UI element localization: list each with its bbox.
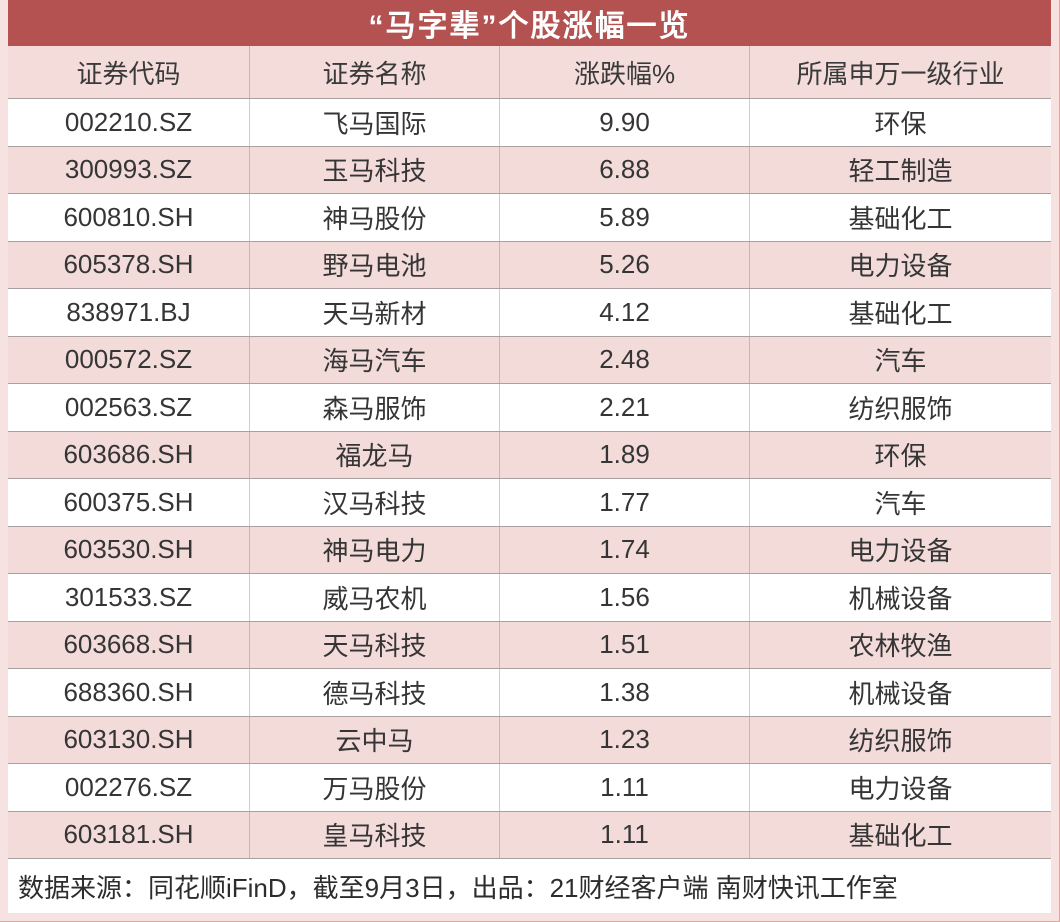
industry-cell: 环保 xyxy=(874,441,927,472)
industry-cell: 电力设备 xyxy=(848,773,953,804)
table-row: 603530.SH 神马电力 1.74 电力设备 xyxy=(8,525,1051,573)
stock-name-cell: 海马汽车 xyxy=(250,336,500,383)
change-pct-cell: 6.88 xyxy=(500,146,750,193)
stock-table: 证券代码 证券名称 涨跌幅% 所属申万一级行业 002210.SZ 飞马国际 9.9… xyxy=(8,46,1051,913)
column-header-industry: 所属申万一级行业 xyxy=(796,58,1005,89)
stock-name-cell: 威马农机 xyxy=(250,574,500,621)
stock-name-cell: 汉马科技 xyxy=(250,479,500,526)
stock-name-cell: 德马科技 xyxy=(250,669,500,716)
table-row: 002563.SZ 森马服饰 2.21 纺织服饰 xyxy=(8,383,1051,431)
change-pct-cell: 5.26 xyxy=(500,241,750,288)
table-row: 603686.SH 福龙马 1.89 环保 xyxy=(8,430,1051,478)
stock-code-cell: 603686.SH xyxy=(8,431,250,478)
stock-code-cell: 002210.SZ xyxy=(8,99,250,146)
stock-code-cell: 688360.SH xyxy=(8,669,250,716)
stock-name-cell: 森马服饰 xyxy=(250,384,500,431)
stock-name-cell: 天马科技 xyxy=(250,621,500,668)
industry-cell: 轻工制造 xyxy=(848,156,953,187)
change-pct-cell: 4.12 xyxy=(500,289,750,336)
table-row: 300993.SZ 玉马科技 6.88 轻工制造 xyxy=(8,145,1051,193)
stock-code-cell: 603130.SH xyxy=(8,716,250,763)
stock-code-cell: 002563.SZ xyxy=(8,384,250,431)
stock-code-cell: 603668.SH xyxy=(8,621,250,668)
stock-code-cell: 600375.SH xyxy=(8,479,250,526)
page-title: “马字辈”个股涨幅一览 xyxy=(8,0,1051,46)
industry-cell: 电力设备 xyxy=(848,251,953,282)
change-pct-cell: 2.48 xyxy=(500,336,750,383)
stock-name-cell: 野马电池 xyxy=(250,241,500,288)
column-header-code: 证券代码 xyxy=(8,46,250,98)
change-pct-cell: 1.74 xyxy=(500,526,750,573)
change-pct-cell: 1.23 xyxy=(500,716,750,763)
industry-cell: 纺织服饰 xyxy=(848,726,953,757)
stock-name-cell: 福龙马 xyxy=(250,431,500,478)
change-pct-cell: 1.89 xyxy=(500,431,750,478)
industry-cell: 汽车 xyxy=(874,488,927,519)
table-row: 000572.SZ 海马汽车 2.48 汽车 xyxy=(8,335,1051,383)
column-header-name: 证券名称 xyxy=(250,46,500,98)
stock-code-cell: 603530.SH xyxy=(8,526,250,573)
data-source-note: 数据来源：同花顺iFinD，截至9月3日，出品：21财经客户端 南财快讯工作室 xyxy=(8,858,1051,913)
table-row: 603130.SH 云中马 1.23 纺织服饰 xyxy=(8,715,1051,763)
table-row: 600810.SH 神马股份 5.89 基础化工 xyxy=(8,193,1051,241)
table-row: 688360.SH 德马科技 1.38 机械设备 xyxy=(8,668,1051,716)
change-pct-cell: 1.56 xyxy=(500,574,750,621)
table-header-row: 证券代码 证券名称 涨跌幅% 所属申万一级行业 xyxy=(8,46,1051,98)
stock-name-cell: 神马电力 xyxy=(250,526,500,573)
industry-cell: 机械设备 xyxy=(848,583,953,614)
table-row: 301533.SZ 威马农机 1.56 机械设备 xyxy=(8,573,1051,621)
table-row: 603668.SH 天马科技 1.51 农林牧渔 xyxy=(8,620,1051,668)
stock-code-cell: 000572.SZ xyxy=(8,336,250,383)
stock-name-cell: 神马股份 xyxy=(250,194,500,241)
table-row: 600375.SH 汉马科技 1.77 汽车 xyxy=(8,478,1051,526)
change-pct-cell: 1.77 xyxy=(500,479,750,526)
change-pct-cell: 2.21 xyxy=(500,384,750,431)
table-row: 603181.SH 皇马科技 1.11 基础化工 xyxy=(8,810,1051,858)
table-row: 002276.SZ 万马股份 1.11 电力设备 xyxy=(8,763,1051,811)
stock-code-cell: 600810.SH xyxy=(8,194,250,241)
stock-name-cell: 飞马国际 xyxy=(250,99,500,146)
table-row: 002210.SZ 飞马国际 9.90 环保 xyxy=(8,98,1051,146)
stock-code-cell: 301533.SZ xyxy=(8,574,250,621)
table-row: 605378.SH 野马电池 5.26 电力设备 xyxy=(8,240,1051,288)
change-pct-cell: 1.11 xyxy=(500,764,750,811)
stock-code-cell: 605378.SH xyxy=(8,241,250,288)
table-body: 002210.SZ 飞马国际 9.90 环保 300993.SZ 玉马科技 6.88 轻工制造… xyxy=(8,98,1051,858)
table-row: 838971.BJ 天马新材 4.12 基础化工 xyxy=(8,288,1051,336)
stock-name-cell: 云中马 xyxy=(250,716,500,763)
industry-cell: 农林牧渔 xyxy=(848,631,953,662)
industry-cell: 基础化工 xyxy=(848,821,953,852)
change-pct-cell: 1.11 xyxy=(500,811,750,858)
change-pct-cell: 1.51 xyxy=(500,621,750,668)
stock-code-cell: 603181.SH xyxy=(8,811,250,858)
stock-name-cell: 万马股份 xyxy=(250,764,500,811)
stock-code-cell: 838971.BJ xyxy=(8,289,250,336)
stock-name-cell: 天马新材 xyxy=(250,289,500,336)
change-pct-cell: 9.90 xyxy=(500,99,750,146)
industry-cell: 电力设备 xyxy=(848,536,953,567)
industry-cell: 机械设备 xyxy=(848,678,953,709)
industry-cell: 基础化工 xyxy=(848,203,953,234)
stock-code-cell: 002276.SZ xyxy=(8,764,250,811)
stock-name-cell: 玉马科技 xyxy=(250,146,500,193)
change-pct-cell: 5.89 xyxy=(500,194,750,241)
change-pct-cell: 1.38 xyxy=(500,669,750,716)
stock-code-cell: 300993.SZ xyxy=(8,146,250,193)
industry-cell: 汽车 xyxy=(874,346,927,377)
stock-name-cell: 皇马科技 xyxy=(250,811,500,858)
industry-cell: 基础化工 xyxy=(848,298,953,329)
column-header-change-pct: 涨跌幅% xyxy=(500,46,750,98)
industry-cell: 纺织服饰 xyxy=(848,393,953,424)
industry-cell: 环保 xyxy=(874,108,927,139)
